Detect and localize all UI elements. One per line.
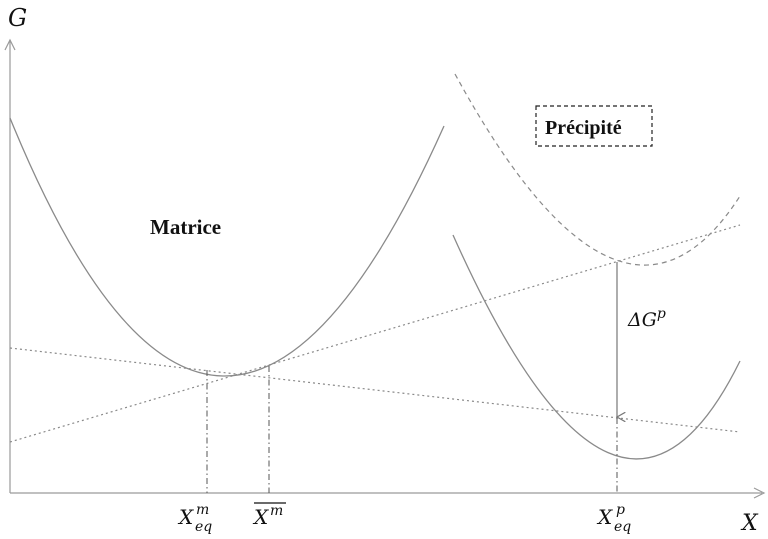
precipitate-curve-solid — [452, 234, 741, 460]
x-bar-m-sup: m — [270, 503, 283, 519]
delta-g-label: ΔGp — [627, 306, 666, 331]
tick-label-x-bar-m: X m — [252, 502, 286, 529]
x-eq-m-sup: m — [196, 502, 209, 518]
x-eq-m-base: X — [177, 505, 194, 529]
x-axis-arrow — [753, 487, 766, 499]
delta-g-base: ΔG — [627, 309, 657, 331]
x-eq-m-sub: eq — [195, 519, 212, 535]
precipitate-curve-dashed — [454, 73, 741, 266]
x-eq-p-base: X — [596, 505, 613, 529]
y-axis-label: G — [8, 4, 27, 32]
y-axis-arrow — [4, 38, 16, 51]
matrix-curve — [9, 117, 445, 377]
precipitate-label-box — [535, 105, 653, 147]
precipitate-label: Précipité — [545, 117, 622, 139]
tangent-line-rising — [9, 224, 741, 443]
matrix-label: Matrice — [150, 215, 221, 239]
x-eq-p-sup: p — [616, 502, 625, 518]
delta-g-sup: p — [657, 306, 666, 322]
tangent-line-falling — [9, 347, 741, 433]
tick-label-x-eq-m: X m eq — [177, 502, 212, 535]
axes — [4, 38, 766, 499]
tick-label-x-eq-p: X p eq — [596, 502, 631, 535]
x-axis-label: X — [740, 511, 759, 536]
x-eq-p-sub: eq — [614, 519, 631, 535]
x-bar-m-base: X — [252, 505, 269, 529]
